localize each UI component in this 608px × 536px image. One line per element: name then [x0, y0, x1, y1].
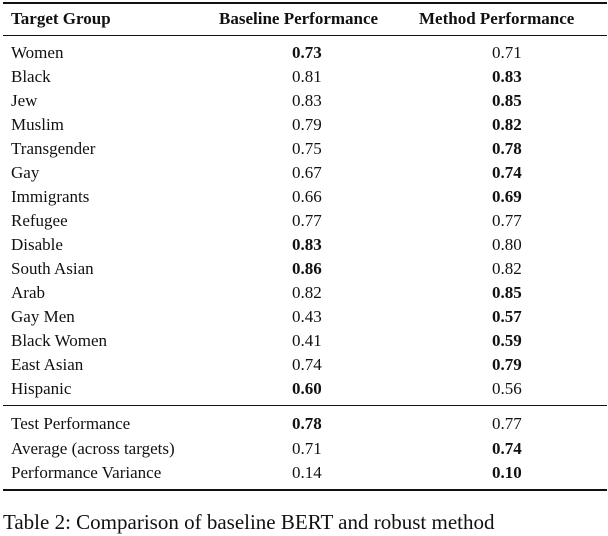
table-row: Gay 0.67 0.74 [0, 161, 608, 185]
baseline-performance-cell: 0.74 [292, 355, 322, 374]
method-performance-cell: 0.83 [492, 67, 522, 86]
target-group-cell: Average (across targets) [11, 438, 175, 458]
table-caption: Table 2: Comparison of baseline BERT and… [3, 510, 495, 534]
baseline-performance-cell: 0.67 [292, 163, 322, 182]
target-group-cell: Immigrants [11, 187, 90, 206]
baseline-performance-cell: 0.83 [292, 91, 322, 110]
table-row: Transgender 0.75 0.78 [0, 137, 608, 161]
baseline-performance-cell: 0.81 [292, 67, 322, 86]
target-group-cell: Women [11, 43, 64, 62]
target-group-cell: Hispanic [11, 379, 72, 398]
table-row: Immigrants 0.66 0.69 [0, 185, 608, 209]
table-row: Test Performance 0.78 0.77 [0, 412, 608, 436]
table-row: Disable 0.83 0.80 [0, 233, 608, 257]
bottom-rule [3, 489, 607, 491]
table-row: Performance Variance 0.14 0.10 [0, 461, 608, 485]
target-group-cell: South Asian [11, 259, 94, 278]
method-performance-cell: 0.82 [492, 259, 522, 278]
baseline-performance-cell: 0.14 [292, 463, 322, 482]
top-rule [3, 2, 607, 4]
baseline-performance-cell: 0.41 [292, 331, 322, 350]
baseline-performance-cell: 0.75 [292, 139, 322, 158]
target-group-cell: Gay Men [11, 307, 75, 326]
header-rule [3, 35, 607, 36]
method-performance-cell: 0.74 [492, 163, 522, 182]
method-performance-cell: 0.57 [492, 307, 522, 326]
method-performance-cell: 0.10 [492, 463, 522, 482]
baseline-performance-cell: 0.71 [292, 438, 322, 458]
header-target-group: Target Group [11, 9, 111, 28]
target-group-cell: Test Performance [11, 414, 131, 433]
baseline-performance-cell: 0.77 [292, 211, 322, 230]
method-performance-cell: 0.77 [492, 414, 522, 433]
table-row: Arab 0.82 0.85 [0, 281, 608, 305]
table-row: Gay Men 0.43 0.57 [0, 305, 608, 329]
target-group-cell: Transgender [11, 139, 96, 158]
table-row: South Asian 0.86 0.82 [0, 257, 608, 281]
method-performance-cell: 0.78 [492, 139, 522, 158]
method-performance-cell: 0.77 [492, 211, 522, 230]
baseline-performance-cell: 0.60 [292, 379, 322, 398]
baseline-performance-cell: 0.83 [292, 235, 322, 254]
header-baseline-performance: Baseline Performance [219, 9, 379, 28]
table-row: Women 0.73 0.71 [0, 41, 608, 65]
table-row: Average (across targets) 0.71 0.74 [0, 437, 608, 461]
target-group-cell: Refugee [11, 211, 68, 230]
baseline-performance-cell: 0.79 [292, 115, 322, 134]
table-row: Muslim 0.79 0.82 [0, 113, 608, 137]
baseline-performance-cell: 0.82 [292, 283, 322, 302]
baseline-performance-cell: 0.43 [292, 307, 322, 326]
table-row: Refugee 0.77 0.77 [0, 209, 608, 233]
target-group-cell: Muslim [11, 115, 64, 134]
method-performance-cell: 0.85 [492, 91, 522, 110]
table-row: Black 0.81 0.83 [0, 65, 608, 89]
baseline-performance-cell: 0.78 [292, 414, 322, 433]
method-performance-cell: 0.74 [492, 438, 522, 458]
baseline-performance-cell: 0.66 [292, 187, 322, 206]
method-performance-cell: 0.56 [492, 379, 522, 398]
method-performance-cell: 0.80 [492, 235, 522, 254]
table-row: Black Women 0.41 0.59 [0, 329, 608, 353]
header-method-performance: Method Performance [419, 9, 575, 28]
method-performance-cell: 0.59 [492, 331, 522, 350]
table-row: East Asian 0.74 0.79 [0, 353, 608, 377]
summary-rule [3, 405, 607, 406]
target-group-cell: Jew [11, 91, 38, 110]
table-header-row: Target Group Baseline Performance Method… [0, 7, 608, 31]
method-performance-cell: 0.85 [492, 283, 522, 302]
target-group-cell: Disable [11, 235, 63, 254]
target-group-cell: Performance Variance [11, 463, 162, 482]
target-group-cell: East Asian [11, 355, 84, 374]
method-performance-cell: 0.82 [492, 115, 522, 134]
baseline-performance-cell: 0.86 [292, 259, 322, 278]
method-performance-cell: 0.71 [492, 43, 522, 62]
target-group-cell: Black [11, 67, 51, 86]
target-group-cell: Arab [11, 283, 45, 302]
baseline-performance-cell: 0.73 [292, 43, 322, 62]
method-performance-cell: 0.79 [492, 355, 522, 374]
method-performance-cell: 0.69 [492, 187, 522, 206]
table-row: Jew 0.83 0.85 [0, 89, 608, 113]
target-group-cell: Gay [11, 163, 40, 182]
table-row: Hispanic 0.60 0.56 [0, 377, 608, 401]
target-group-cell: Black Women [11, 331, 108, 350]
